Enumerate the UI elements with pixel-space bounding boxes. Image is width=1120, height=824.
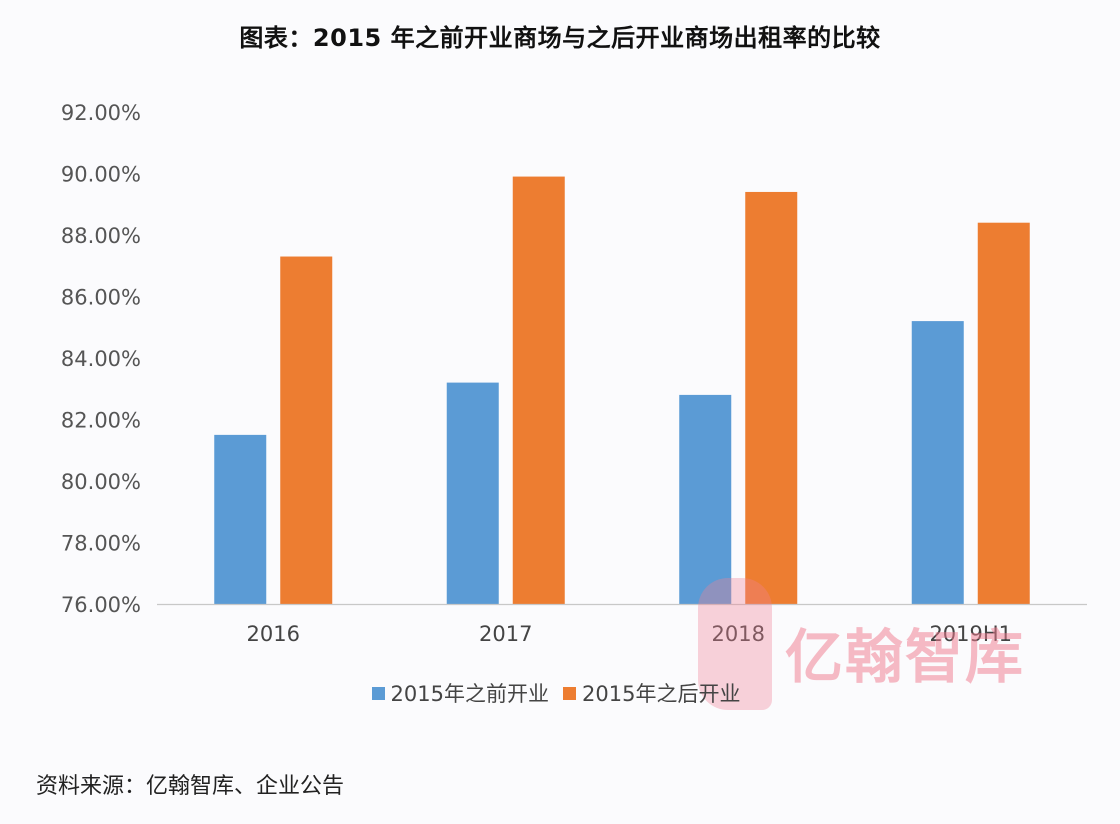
y-tick-label: 90.00% xyxy=(61,163,141,187)
y-tick-label: 84.00% xyxy=(61,347,141,371)
chart-title: 图表：2015 年之前开业商场与之后开业商场出租率的比较 xyxy=(239,24,881,52)
bar-2018-series-1 xyxy=(745,191,798,604)
y-tick-label: 76.00% xyxy=(61,593,141,617)
bars xyxy=(214,176,1030,604)
bar-2016-series-0 xyxy=(214,434,267,604)
bar-2019H1-series-1 xyxy=(977,222,1030,604)
legend-item-after: 2015年之后开业 xyxy=(563,678,740,708)
x-axis: 2016 2017 2018 2019H1 xyxy=(247,622,1013,646)
legend-item-before: 2015年之前开业 xyxy=(371,678,549,708)
legend-swatch-after xyxy=(563,686,576,700)
legend-swatch-before xyxy=(371,686,385,700)
bar-2018-series-0 xyxy=(679,394,732,604)
bar-2016-series-1 xyxy=(280,256,333,604)
y-axis: 92.00% 90.00% 88.00% 86.00% 84.00% 82.00% 80.0… xyxy=(61,101,141,617)
x-tick-label: 2019H1 xyxy=(929,622,1012,646)
bar-2017-series-0 xyxy=(446,382,499,604)
y-tick-label: 78.00% xyxy=(61,532,141,556)
x-tick-label: 2017 xyxy=(479,622,532,646)
legend: 2015年之前开业 2015年之后开业 xyxy=(0,678,1120,708)
source-note: 资料来源：亿翰智库、企业公告 xyxy=(36,774,345,799)
x-tick-label: 2018 xyxy=(712,622,765,646)
y-tick-label: 82.00% xyxy=(61,409,141,433)
legend-label-before: 2015年之前开业 xyxy=(390,682,549,706)
y-tick-label: 80.00% xyxy=(61,470,141,494)
y-tick-label: 88.00% xyxy=(61,224,141,248)
y-tick-label: 92.00% xyxy=(61,101,141,125)
x-tick-label: 2016 xyxy=(247,622,300,646)
y-tick-label: 86.00% xyxy=(61,286,141,310)
legend-label-after: 2015年之后开业 xyxy=(582,682,741,706)
bar-2019H1-series-0 xyxy=(911,321,964,604)
bar-2017-series-1 xyxy=(512,176,565,604)
